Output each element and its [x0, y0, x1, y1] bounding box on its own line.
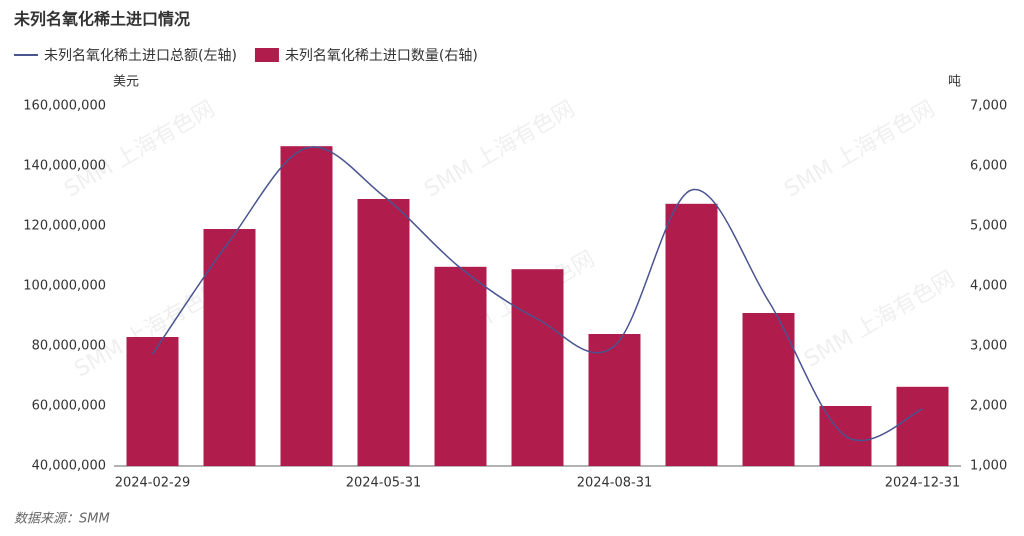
y-tick-label: 160,000,000 [23, 99, 106, 114]
legend-label: 未列名氧化稀土进口数量(右轴) [285, 48, 478, 64]
source: 数据来源：SMM [14, 512, 110, 527]
legend-label: 未列名氧化稀土进口总额(左轴) [44, 48, 237, 64]
watermark: SMM 上海有色网 [420, 97, 579, 203]
x-tick-label: 2024-12-31 [885, 476, 961, 491]
y-tick-label: 120,000,000 [23, 219, 106, 234]
y-tick-label: 140,000,000 [23, 159, 106, 174]
x-tick-label: 2024-05-31 [346, 476, 422, 491]
bar [280, 146, 333, 466]
x-tick-label: 2024-02-29 [115, 476, 191, 491]
watermark: SMM 上海有色网 [800, 267, 959, 373]
y2-tick-label: 6,000 [970, 159, 1007, 174]
y2-tick-label: 3,000 [970, 339, 1007, 354]
x-tick-label: 2024-08-31 [577, 476, 653, 491]
y2-tick-label: 1,000 [970, 459, 1007, 474]
y-axis-unit: 美元 [113, 75, 139, 90]
watermark: SMM 上海有色网 [780, 97, 939, 203]
y2-tick-label: 7,000 [970, 99, 1007, 114]
bar [511, 269, 564, 466]
y2-tick-label: 5,000 [970, 219, 1007, 234]
y-tick-label: 40,000,000 [32, 459, 106, 474]
bar [203, 229, 256, 466]
bar [126, 337, 179, 466]
bar [588, 334, 641, 466]
y2-axis-unit: 吨 [948, 75, 961, 90]
y2-tick-label: 2,000 [970, 399, 1007, 414]
y-tick-label: 80,000,000 [32, 339, 106, 354]
bar [742, 313, 795, 466]
y2-tick-label: 4,000 [970, 279, 1007, 294]
bar [434, 266, 487, 466]
bar [665, 203, 718, 467]
line [151, 146, 923, 442]
bar [357, 199, 410, 466]
chart-title: 未列名氧化稀土进口情况 [13, 10, 190, 29]
y-tick-label: 100,000,000 [23, 279, 106, 294]
legend-swatch [254, 48, 279, 62]
bar [896, 386, 949, 466]
y-tick-label: 60,000,000 [32, 399, 106, 414]
